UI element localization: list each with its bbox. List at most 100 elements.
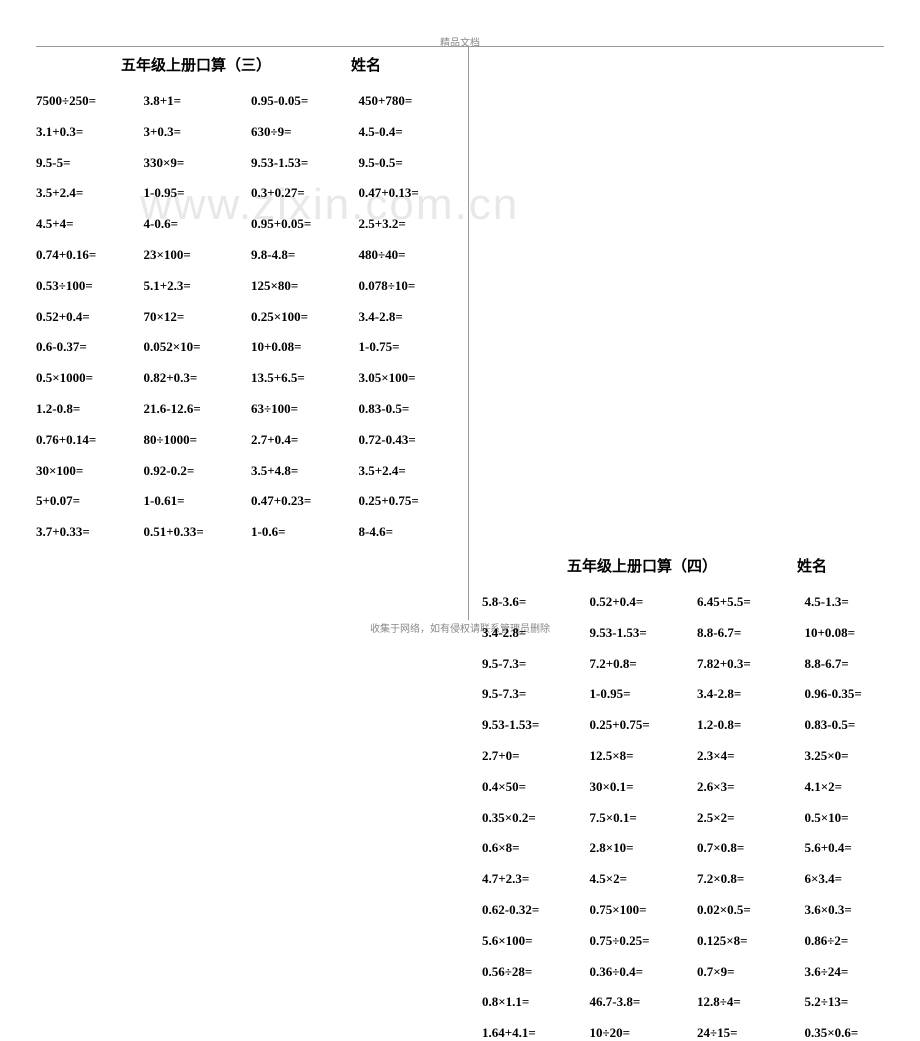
right-cell: 2.8×10= (590, 840, 698, 856)
left-cell: 5+0.07= (36, 493, 144, 509)
right-row: 5.8-3.6=0.52+0.4=6.45+5.5=4.5-1.3= (482, 594, 912, 610)
right-cell: 1.2-0.8= (697, 717, 805, 733)
right-cell: 0.5×10= (805, 810, 913, 826)
right-cell: 2.5×2= (697, 810, 805, 826)
right-cell: 3.4-2.8= (482, 625, 590, 641)
left-cell: 0.3+0.27= (251, 185, 359, 201)
left-cell: 0.51+0.33= (144, 524, 252, 540)
right-cell: 10÷20= (590, 1025, 698, 1041)
left-cell: 0.82+0.3= (144, 370, 252, 386)
right-cell: 0.86÷2= (805, 933, 913, 949)
left-row: 3.1+0.3=3+0.3=630÷9=4.5-0.4= (36, 124, 466, 140)
left-cell: 30×100= (36, 463, 144, 479)
right-row: 0.62-0.32=0.75×100=0.02×0.5=3.6×0.3= (482, 902, 912, 918)
right-cell: 0.7×0.8= (697, 840, 805, 856)
right-cell: 9.5-7.3= (482, 686, 590, 702)
left-cell: 630÷9= (251, 124, 359, 140)
left-cell: 63÷100= (251, 401, 359, 417)
left-cell: 480÷40= (359, 247, 467, 263)
left-cell: 7500÷250= (36, 93, 144, 109)
left-cell: 3.1+0.3= (36, 124, 144, 140)
left-title: 五年级上册口算（三） (121, 54, 271, 75)
right-row: 3.4-2.8=9.53-1.53=8.8-6.7=10+0.08= (482, 625, 912, 641)
left-row: 30×100=0.92-0.2=3.5+4.8=3.5+2.4= (36, 463, 466, 479)
left-cell: 0.74+0.16= (36, 247, 144, 263)
right-cell: 1-0.95= (590, 686, 698, 702)
left-cell: 1-0.75= (359, 339, 467, 355)
right-cell: 5.6+0.4= (805, 840, 913, 856)
right-cell: 0.52+0.4= (590, 594, 698, 610)
right-row: 9.53-1.53=0.25+0.75=1.2-0.8=0.83-0.5= (482, 717, 912, 733)
left-cell: 2.5+3.2= (359, 216, 467, 232)
left-cell: 9.5-0.5= (359, 155, 467, 171)
right-cell: 0.8×1.1= (482, 994, 590, 1010)
left-cell: 3.05×100= (359, 370, 467, 386)
right-row: 2.7+0=12.5×8=2.3×4=3.25×0= (482, 748, 912, 764)
left-cell: 2.7+0.4= (251, 432, 359, 448)
left-row: 0.53÷100=5.1+2.3=125×80=0.078÷10= (36, 278, 466, 294)
left-cell: 70×12= (144, 309, 252, 325)
left-name-label: 姓名 (351, 54, 381, 75)
left-cell: 0.052×10= (144, 339, 252, 355)
right-cell: 0.36÷0.4= (590, 964, 698, 980)
right-cell: 1.64+4.1= (482, 1025, 590, 1041)
left-cell: 1.2-0.8= (36, 401, 144, 417)
left-cell: 0.47+0.23= (251, 493, 359, 509)
left-row: 9.5-5=330×9=9.53-1.53=9.5-0.5= (36, 155, 466, 171)
right-cell: 0.75×100= (590, 902, 698, 918)
left-row: 0.52+0.4=70×12=0.25×100=3.4-2.8= (36, 309, 466, 325)
right-cell: 2.7+0= (482, 748, 590, 764)
left-column: 五年级上册口算（三） 姓名 7500÷250=3.8+1=0.95-0.05=4… (36, 54, 466, 540)
left-row: 0.76+0.14=80÷1000=2.7+0.4=0.72-0.43= (36, 432, 466, 448)
left-cell: 3.7+0.33= (36, 524, 144, 540)
right-row: 0.6×8=2.8×10=0.7×0.8=5.6+0.4= (482, 840, 912, 856)
left-cell: 3.4-2.8= (359, 309, 467, 325)
left-cell: 0.53÷100= (36, 278, 144, 294)
right-cell: 4.5×2= (590, 871, 698, 887)
left-cell: 80÷1000= (144, 432, 252, 448)
right-cell: 0.56÷28= (482, 964, 590, 980)
right-cell: 0.96-0.35= (805, 686, 913, 702)
right-cell: 0.75÷0.25= (590, 933, 698, 949)
left-cell: 0.76+0.14= (36, 432, 144, 448)
left-row: 0.74+0.16=23×100=9.8-4.8=480÷40= (36, 247, 466, 263)
right-cell: 9.53-1.53= (590, 625, 698, 641)
left-cell: 4-0.6= (144, 216, 252, 232)
right-cell: 0.35×0.2= (482, 810, 590, 826)
right-row: 1.64+4.1=10÷20=24÷15=0.35×0.6= (482, 1025, 912, 1041)
left-cell: 3.5+2.4= (359, 463, 467, 479)
left-row: 7500÷250=3.8+1=0.95-0.05=450+780= (36, 93, 466, 109)
left-row: 5+0.07=1-0.61=0.47+0.23=0.25+0.75= (36, 493, 466, 509)
right-cell: 4.5-1.3= (805, 594, 913, 610)
left-title-row: 五年级上册口算（三） 姓名 (36, 54, 466, 75)
left-row: 4.5+4=4-0.6=0.95+0.05=2.5+3.2= (36, 216, 466, 232)
left-row: 0.5×1000=0.82+0.3=13.5+6.5=3.05×100= (36, 370, 466, 386)
right-cell: 2.6×3= (697, 779, 805, 795)
right-cell: 3.4-2.8= (697, 686, 805, 702)
left-row: 3.7+0.33=0.51+0.33=1-0.6=8-4.6= (36, 524, 466, 540)
right-cell: 7.5×0.1= (590, 810, 698, 826)
left-cell: 1-0.6= (251, 524, 359, 540)
right-cell: 3.25×0= (805, 748, 913, 764)
right-row: 4.7+2.3=4.5×2=7.2×0.8=6×3.4= (482, 871, 912, 887)
right-cell: 7.2×0.8= (697, 871, 805, 887)
left-cell: 23×100= (144, 247, 252, 263)
right-row: 5.6×100=0.75÷0.25=0.125×8=0.86÷2= (482, 933, 912, 949)
right-row: 9.5-7.3=7.2+0.8=7.82+0.3=8.8-6.7= (482, 656, 912, 672)
left-cell: 4.5+4= (36, 216, 144, 232)
right-cell: 12.5×8= (590, 748, 698, 764)
column-divider (468, 46, 469, 620)
right-cell: 24÷15= (697, 1025, 805, 1041)
right-cell: 0.35×0.6= (805, 1025, 913, 1041)
right-cell: 0.62-0.32= (482, 902, 590, 918)
left-cell: 3.8+1= (144, 93, 252, 109)
left-cell: 0.95+0.05= (251, 216, 359, 232)
left-cell: 3.5+2.4= (36, 185, 144, 201)
left-cell: 0.25+0.75= (359, 493, 467, 509)
left-cell: 0.92-0.2= (144, 463, 252, 479)
left-cell: 330×9= (144, 155, 252, 171)
right-cell: 0.83-0.5= (805, 717, 913, 733)
right-cell: 0.4×50= (482, 779, 590, 795)
left-row: 3.5+2.4=1-0.95=0.3+0.27=0.47+0.13= (36, 185, 466, 201)
left-cell: 0.72-0.43= (359, 432, 467, 448)
